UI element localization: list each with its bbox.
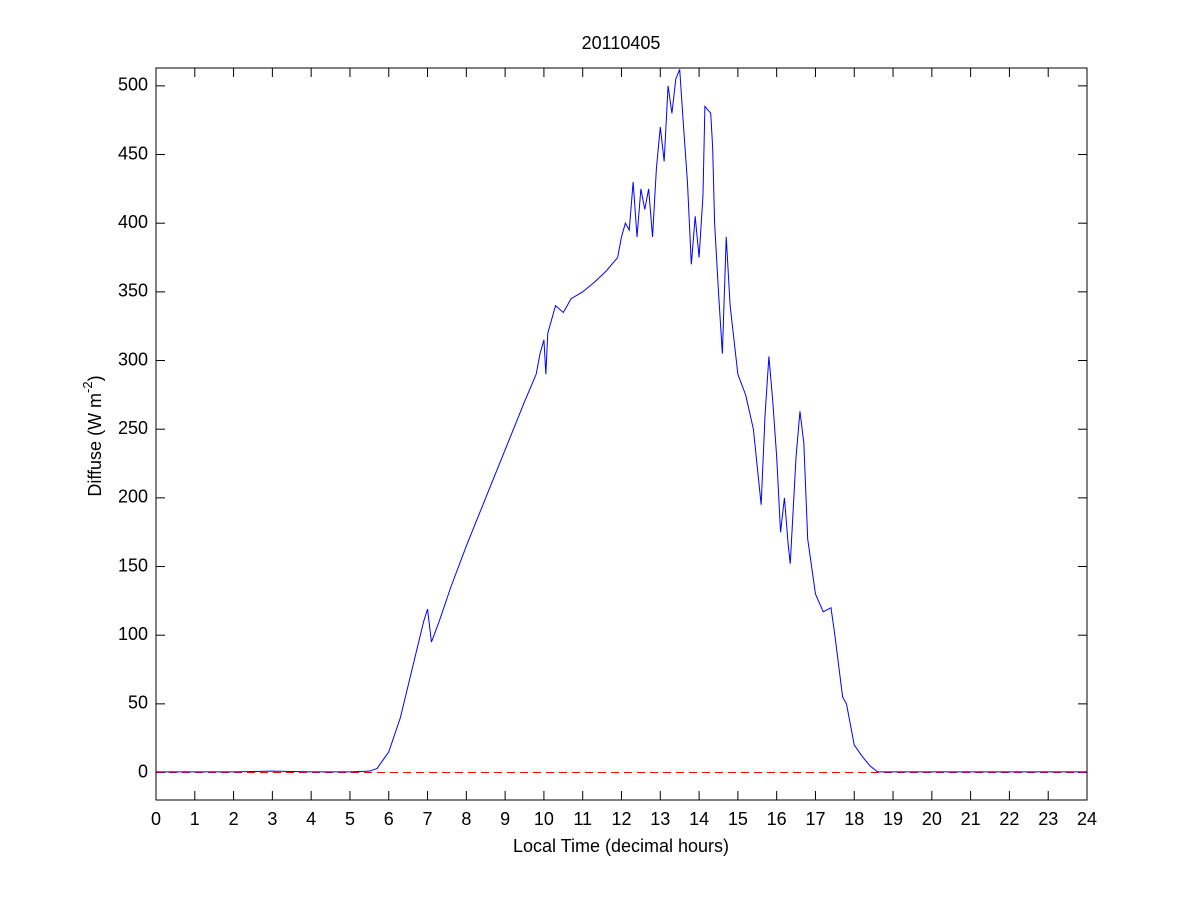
x-tick-label: 6 bbox=[384, 809, 394, 829]
x-tick-label: 10 bbox=[534, 809, 554, 829]
x-tick-label: 2 bbox=[229, 809, 239, 829]
y-tick-label: 350 bbox=[118, 281, 148, 301]
x-tick-label: 15 bbox=[728, 809, 748, 829]
x-tick-label: 20 bbox=[922, 809, 942, 829]
y-axis-label-sup: -2 bbox=[80, 381, 95, 393]
x-tick-label: 13 bbox=[650, 809, 670, 829]
x-tick-label: 24 bbox=[1077, 809, 1097, 829]
x-tick-label: 9 bbox=[500, 809, 510, 829]
y-tick-label: 0 bbox=[138, 761, 148, 781]
x-tick-label: 19 bbox=[883, 809, 903, 829]
chart-title: 20110405 bbox=[582, 33, 661, 53]
y-axis-label: Diffuse (W m-2) bbox=[80, 375, 104, 496]
data-line bbox=[156, 69, 1087, 773]
x-tick-label: 8 bbox=[461, 809, 471, 829]
y-tick-label: 50 bbox=[128, 693, 148, 713]
x-tick-label: 22 bbox=[999, 809, 1019, 829]
x-tick-label: 11 bbox=[573, 809, 592, 829]
x-tick-label: 12 bbox=[611, 809, 631, 829]
y-axis-label-end: ) bbox=[85, 375, 105, 381]
x-tick-label: 17 bbox=[805, 809, 825, 829]
y-tick-label: 100 bbox=[118, 624, 148, 644]
x-tick-label: 5 bbox=[345, 809, 355, 829]
y-tick-label: 200 bbox=[118, 487, 148, 507]
x-tick-label: 0 bbox=[151, 809, 161, 829]
x-tick-label: 16 bbox=[767, 809, 787, 829]
y-tick-label: 150 bbox=[118, 555, 148, 575]
plot-frame bbox=[155, 67, 1088, 801]
x-tick-label: 7 bbox=[423, 809, 433, 829]
x-tick-label: 23 bbox=[1038, 809, 1058, 829]
y-tick-label: 450 bbox=[118, 143, 148, 163]
x-tick-label: 1 bbox=[190, 809, 200, 829]
y-axis-label-text: Diffuse (W m bbox=[85, 393, 105, 497]
x-tick-label: 4 bbox=[306, 809, 316, 829]
x-tick-label: 14 bbox=[689, 809, 709, 829]
y-tick-label: 300 bbox=[118, 349, 148, 369]
x-tick-label: 21 bbox=[961, 809, 981, 829]
x-tick-label: 3 bbox=[267, 809, 277, 829]
y-tick-label: 400 bbox=[118, 212, 148, 232]
x-tick-label: 18 bbox=[844, 809, 864, 829]
y-tick-label: 500 bbox=[118, 75, 148, 95]
y-tick-label: 250 bbox=[118, 418, 148, 438]
x-axis-label: Local Time (decimal hours) bbox=[513, 836, 729, 856]
